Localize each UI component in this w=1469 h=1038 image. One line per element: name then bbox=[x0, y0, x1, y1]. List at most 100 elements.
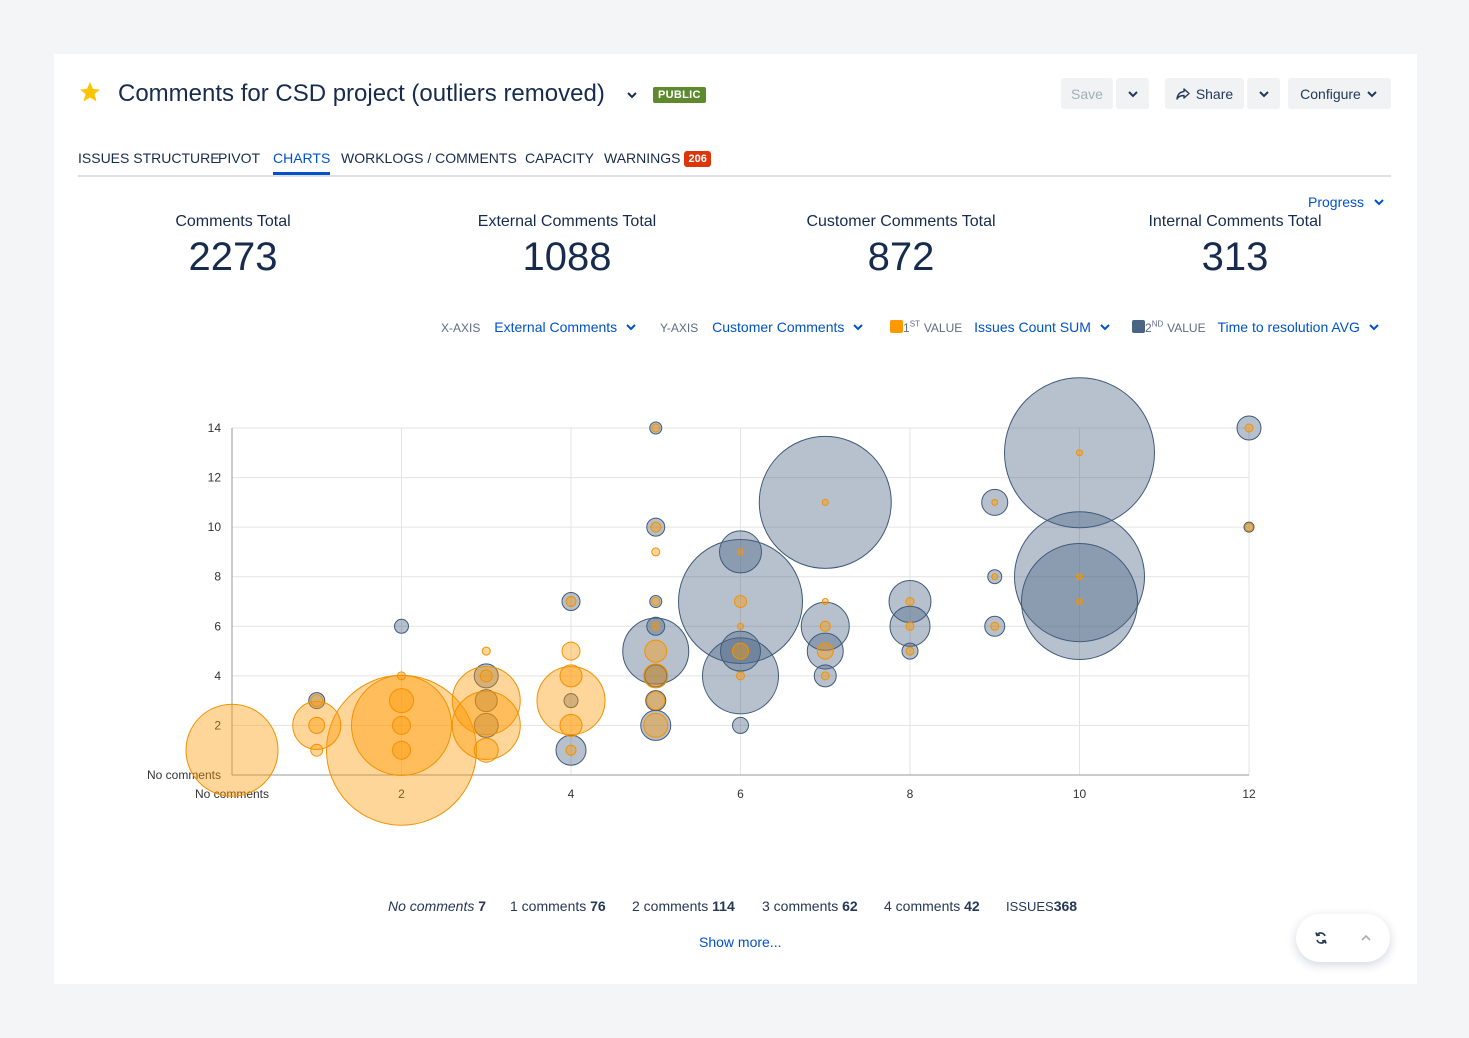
show-more-link[interactable]: Show more... bbox=[699, 934, 782, 950]
chevron-down-icon bbox=[1367, 90, 1377, 97]
bubble-issues-count bbox=[820, 671, 830, 681]
bubble-issues-count bbox=[643, 712, 669, 738]
bubble-issues-count bbox=[821, 498, 829, 506]
second-value-number: 2 bbox=[1145, 321, 1152, 335]
bubble-issues-count bbox=[736, 671, 745, 681]
stat-label: Comments Total bbox=[175, 213, 291, 230]
stat-customer-comments-total: Customer Comments Total 872 bbox=[751, 213, 1051, 280]
tab-warnings[interactable]: WARNINGS 206 bbox=[604, 150, 711, 173]
bubble-issues-count bbox=[451, 690, 521, 760]
bubble-issues-count bbox=[310, 694, 324, 708]
configure-button[interactable]: Configure bbox=[1288, 78, 1391, 109]
bubble-issues-count bbox=[1244, 423, 1254, 433]
y-axis-selector[interactable]: Y-AXIS Customer Comments bbox=[660, 319, 865, 335]
save-options-button[interactable] bbox=[1116, 78, 1149, 109]
bubble-time-to-resolution bbox=[473, 663, 499, 689]
bubble-issues-count bbox=[473, 737, 499, 763]
bubble-issues-count bbox=[821, 598, 829, 605]
tab-capacity[interactable]: CAPACITY bbox=[525, 150, 594, 166]
x-tick-label: 4 bbox=[568, 787, 575, 801]
stat-label: External Comments Total bbox=[477, 213, 657, 230]
tab-issues-structure[interactable]: ISSUES STRUCTURE bbox=[78, 150, 220, 166]
bubble-time-to-resolution bbox=[678, 539, 803, 664]
bubble-issues-count bbox=[905, 597, 915, 606]
star-icon[interactable] bbox=[78, 80, 102, 104]
bubble-issues-count bbox=[1076, 573, 1083, 581]
y-tick-label: No comments bbox=[147, 768, 221, 782]
summary-label: 2 comments bbox=[632, 898, 709, 914]
stat-internal-comments-total: Internal Comments Total 313 bbox=[1085, 213, 1385, 280]
bubble-time-to-resolution bbox=[813, 664, 837, 688]
y-tick-label: 12 bbox=[208, 471, 222, 485]
share-button[interactable]: Share bbox=[1165, 78, 1244, 109]
bubble-issues-count bbox=[643, 663, 669, 689]
bubble-issues-count bbox=[559, 664, 583, 688]
summary-value: 368 bbox=[1053, 898, 1078, 914]
bubble-issues-count bbox=[991, 498, 999, 506]
bubble-issues-count bbox=[816, 642, 834, 660]
bubble-issues-count bbox=[734, 595, 747, 608]
save-button[interactable]: Save bbox=[1061, 78, 1113, 109]
first-value-selector[interactable]: 1ST VALUE Issues Count SUM bbox=[890, 319, 1112, 335]
bubble-issues-count bbox=[644, 639, 668, 663]
view-selector[interactable]: Progress bbox=[1308, 194, 1386, 210]
bubble-time-to-resolution bbox=[732, 716, 749, 734]
tab-pivot[interactable]: PIVOT bbox=[218, 150, 261, 166]
first-value-number: 1 bbox=[903, 321, 910, 335]
summary-1-comments: 1 comments 76 bbox=[510, 898, 606, 914]
x-tick-label: 8 bbox=[907, 787, 914, 801]
bubble-issues-count bbox=[565, 596, 577, 607]
x-axis-selector[interactable]: X-AXIS External Comments bbox=[441, 319, 638, 335]
bubble-issues-count bbox=[185, 703, 279, 797]
bubble-issues-count bbox=[737, 548, 744, 556]
chevron-down-icon[interactable] bbox=[625, 88, 639, 102]
x-axis-caption: X-AXIS bbox=[441, 321, 481, 335]
warnings-count-badge: 206 bbox=[684, 151, 711, 167]
stat-value: 1088 bbox=[522, 235, 612, 279]
chevron-down-icon bbox=[1369, 324, 1379, 331]
bubble-issues-count bbox=[1076, 598, 1083, 605]
second-value-selector[interactable]: 2ND VALUE Time to resolution AVG bbox=[1132, 319, 1381, 335]
share-options-button[interactable] bbox=[1247, 78, 1280, 109]
public-badge: PUBLIC bbox=[653, 87, 706, 103]
bubble-issues-count bbox=[905, 621, 915, 631]
refresh-icon[interactable] bbox=[1314, 931, 1328, 945]
stat-label: Internal Comments Total bbox=[1148, 213, 1322, 230]
x-tick-label: 12 bbox=[1242, 787, 1256, 801]
summary-no-comments: No comments 7 bbox=[388, 898, 486, 914]
bubble-issues-count bbox=[565, 744, 577, 756]
bubble-issues-count bbox=[651, 621, 661, 631]
bubble-time-to-resolution bbox=[1021, 543, 1138, 660]
chevron-up-icon[interactable] bbox=[1359, 931, 1373, 945]
tab-charts[interactable]: CHARTS bbox=[273, 150, 331, 175]
tab-worklogs-comments[interactable]: WORKLOGS / COMMENTS bbox=[341, 150, 517, 166]
y-tick-label: 14 bbox=[208, 421, 222, 435]
bubble-issues-count bbox=[561, 641, 581, 661]
summary-value: 76 bbox=[590, 898, 606, 914]
summary-issues: ISSUES368 bbox=[1006, 898, 1077, 914]
bubble-time-to-resolution bbox=[644, 664, 668, 688]
summary-value: 42 bbox=[964, 898, 980, 914]
bubble-time-to-resolution bbox=[758, 435, 892, 569]
y-tick-label: 4 bbox=[214, 669, 221, 683]
second-value-swatch bbox=[1132, 320, 1145, 333]
y-tick-label: 6 bbox=[214, 619, 221, 633]
bubble-time-to-resolution bbox=[984, 615, 1006, 637]
bubble-issues-count bbox=[651, 597, 661, 606]
bubble-issues-count bbox=[651, 423, 661, 433]
summary-label: 1 comments bbox=[510, 898, 587, 914]
y-axis-caption: Y-AXIS bbox=[660, 321, 699, 335]
bubble-issues-count bbox=[451, 666, 521, 736]
summary-value: 114 bbox=[712, 898, 735, 914]
report-card bbox=[54, 54, 1417, 984]
y-tick-label: 8 bbox=[214, 570, 221, 584]
second-value-caption: VALUE bbox=[1167, 321, 1206, 335]
bubble-issues-count bbox=[308, 716, 326, 734]
y-axis-value: Customer Comments bbox=[712, 319, 845, 335]
bubble-time-to-resolution bbox=[1236, 415, 1262, 441]
bubble-time-to-resolution bbox=[1014, 511, 1145, 643]
bubble-time-to-resolution bbox=[474, 689, 498, 713]
share-icon bbox=[1176, 87, 1190, 100]
stat-value: 2273 bbox=[188, 235, 278, 279]
